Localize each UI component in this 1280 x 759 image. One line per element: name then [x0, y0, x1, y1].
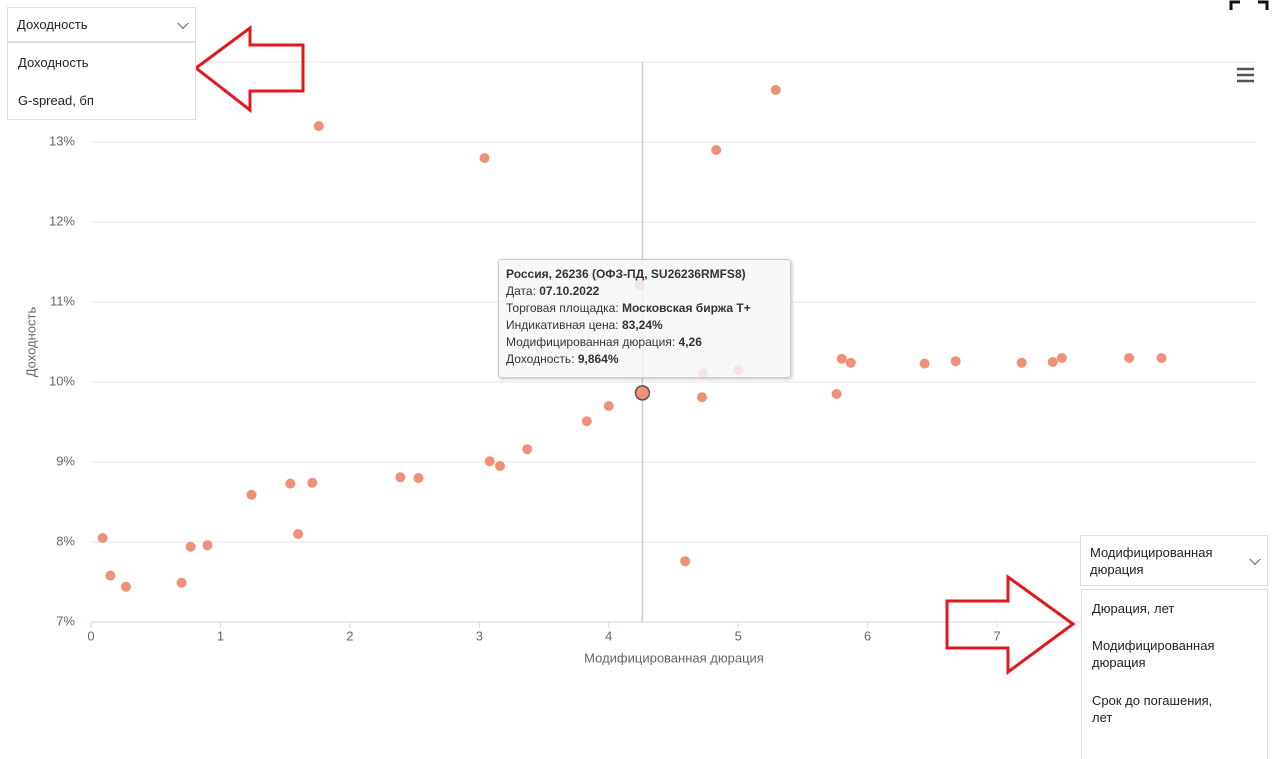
- tooltip-label: Дата:: [506, 284, 536, 298]
- x-tick-label: 7: [993, 628, 1000, 643]
- red-arrow-left: [193, 25, 305, 114]
- highlighted-point: [634, 385, 651, 401]
- y-tick-label: 9%: [56, 453, 75, 468]
- option[interactable]: Дюрация, лет: [1092, 600, 1175, 616]
- point: [522, 444, 533, 455]
- point: [246, 489, 257, 500]
- tooltip-row: Доходность: 9,864%: [506, 351, 783, 368]
- point: [176, 577, 187, 588]
- tooltip-label: Индикативная цена:: [506, 318, 619, 332]
- x-tick-label: 2: [346, 628, 353, 643]
- point: [105, 570, 116, 581]
- y-tick-label: 11%: [50, 293, 75, 308]
- point: [603, 401, 614, 411]
- point: [1016, 357, 1027, 368]
- menu-icon[interactable]: [1237, 67, 1254, 83]
- y-tick-label: 8%: [56, 533, 75, 548]
- x-tick-label: 0: [87, 628, 94, 643]
- point: [1056, 353, 1067, 363]
- point: [845, 357, 856, 368]
- tooltip-row: Модифицированная дюрация: 4,26: [506, 334, 783, 351]
- y-options: Доходность G-spread, бп: [7, 42, 196, 120]
- x-axis-title: Модифицированная дюрация: [584, 650, 764, 665]
- chevron: [177, 17, 189, 29]
- selected-value: Модифицированная дюрация: [1090, 544, 1213, 577]
- tooltip-value: Московская биржа Т+: [622, 301, 751, 315]
- point: [484, 456, 495, 467]
- point: [285, 478, 296, 489]
- point: [185, 541, 196, 552]
- point: [202, 540, 213, 551]
- point: [1156, 353, 1167, 363]
- x-tick-label: 4: [605, 628, 612, 643]
- point: [495, 461, 506, 471]
- point: [696, 392, 707, 403]
- y-selector[interactable]: Доходность: [7, 7, 196, 42]
- option[interactable]: G-spread, бп: [18, 92, 94, 108]
- point: [120, 581, 131, 592]
- y-tick-label: 12%: [49, 213, 75, 228]
- y-tick-label: 10%: [49, 373, 75, 388]
- selected-value: Доходность: [17, 17, 88, 32]
- y-tick-label: 7%: [56, 613, 75, 628]
- point: [711, 145, 722, 155]
- option[interactable]: Срок до погашения, лет: [1092, 692, 1213, 725]
- tooltip-rows: Дата: 07.10.2022 Торговая площадка: Моско…: [506, 283, 783, 368]
- x-tick-label: 5: [735, 628, 742, 643]
- tooltip: Россия, 26236 (ОФЗ-ПД, SU26236RMFS8) Дат…: [498, 259, 791, 378]
- point: [479, 153, 490, 163]
- point: [293, 529, 304, 539]
- tooltip-value: 83,24%: [621, 318, 663, 332]
- tooltip-title-text: Россия, 26236 (ОФЗ-ПД, SU26236RMFS8): [506, 267, 746, 281]
- point: [836, 353, 847, 364]
- tooltip-title: Россия, 26236 (ОФЗ-ПД, SU26236RMFS8): [506, 266, 783, 283]
- y-axis-title: Доходность: [23, 307, 38, 378]
- point: [950, 356, 961, 367]
- tooltip-label: Доходность:: [506, 352, 575, 366]
- tooltip-row: Дата: 07.10.2022: [506, 283, 783, 300]
- point: [919, 358, 930, 369]
- tooltip-label: Модифицированная дюрация:: [506, 335, 676, 349]
- point: [413, 473, 424, 483]
- x-tick-label: 3: [476, 628, 483, 643]
- x-tick-label: 6: [864, 628, 871, 643]
- point: [307, 477, 318, 488]
- chevron: [1249, 553, 1261, 565]
- y-tick-label: 13%: [49, 133, 75, 148]
- tooltip-row: Индикативная цена: 83,24%: [506, 317, 783, 334]
- plot-area: 7% 8% 9% 10% 11% 12% 13% 0 1 2 3 4 5 6 7: [49, 61, 1256, 643]
- tooltip-value: 4,26: [678, 335, 702, 349]
- point: [680, 556, 691, 567]
- tooltip-label: Торговая площадка:: [506, 301, 619, 315]
- x-options: Дюрация, лет Модифицированная дюрация Срок…: [1081, 589, 1268, 759]
- tooltip-value: 07.10.2022: [539, 284, 600, 298]
- red-arrow-right: [945, 574, 1076, 675]
- point: [1047, 357, 1058, 367]
- point: [581, 416, 592, 427]
- tooltip-value: 9,864%: [577, 352, 619, 366]
- point: [395, 472, 406, 483]
- option[interactable]: Доходность: [18, 54, 89, 70]
- tooltip-row: Торговая площадка: Московская биржа Т+: [506, 300, 783, 317]
- x-tick-label: 1: [217, 628, 224, 643]
- point: [831, 389, 842, 399]
- option[interactable]: Модифицированная дюрация: [1092, 637, 1215, 670]
- point: [313, 121, 324, 131]
- point: [1124, 353, 1135, 363]
- fullscreen-icon[interactable]: [1229, 0, 1269, 10]
- x-selector[interactable]: Модифицированная дюрация: [1080, 535, 1268, 586]
- point: [97, 533, 108, 543]
- point: [770, 85, 781, 95]
